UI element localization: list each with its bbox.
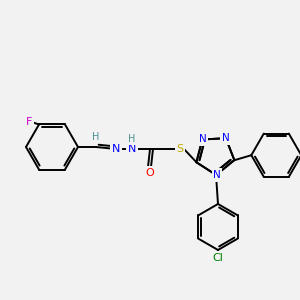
Text: N: N [112,144,120,154]
Text: N: N [222,133,230,143]
Text: F: F [26,118,32,128]
Text: N: N [128,144,136,154]
Text: O: O [145,168,154,178]
Text: H: H [128,134,136,144]
Text: H: H [92,132,100,142]
Text: N: N [213,170,221,180]
Text: S: S [176,144,184,154]
Text: N: N [199,134,206,144]
Text: Cl: Cl [213,253,224,263]
